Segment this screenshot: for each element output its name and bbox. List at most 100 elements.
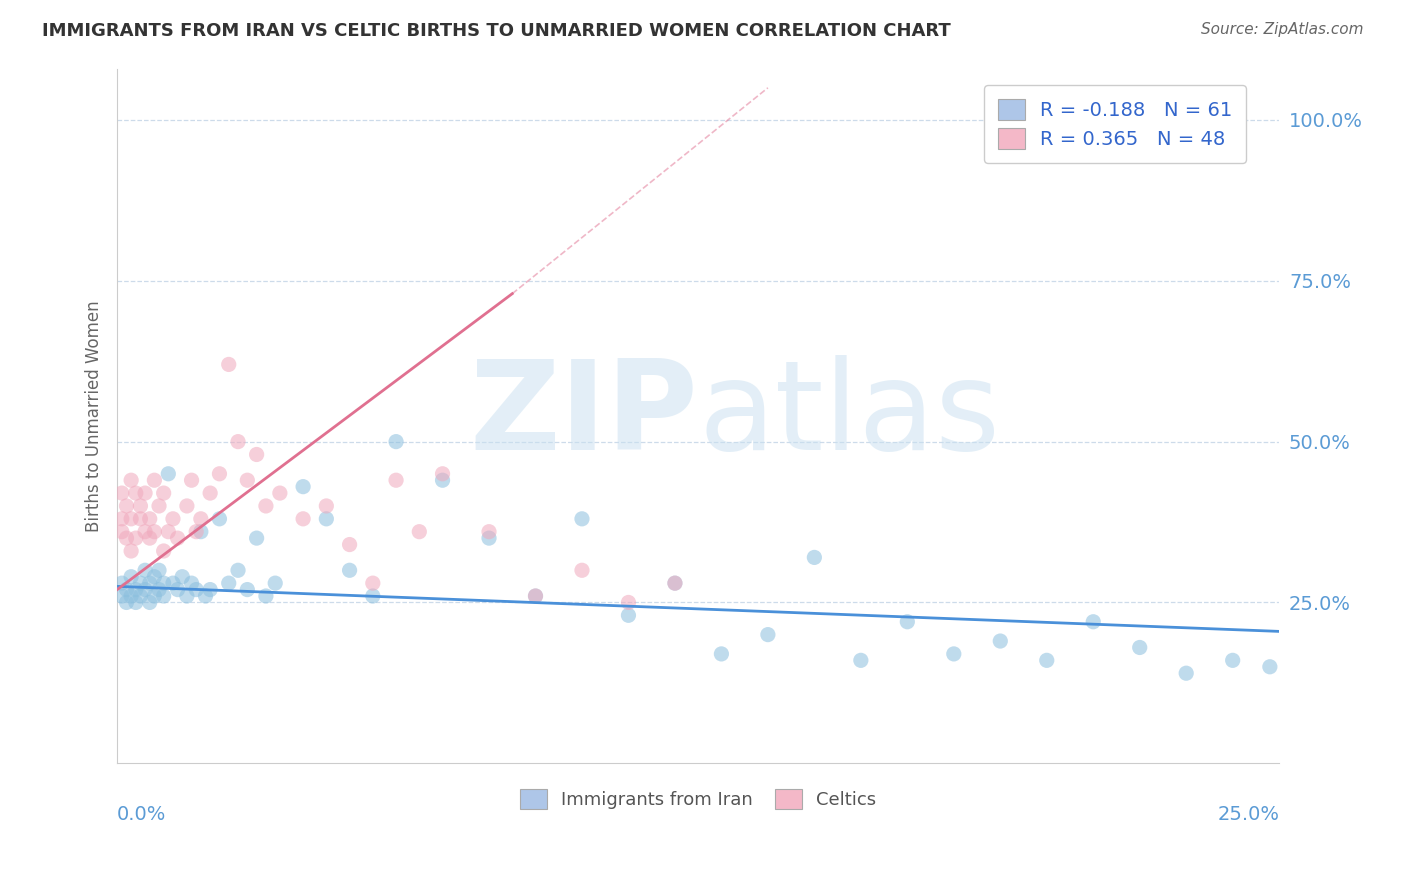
Point <box>478 531 501 545</box>
Point <box>1129 640 1152 655</box>
Point <box>246 448 269 462</box>
Point <box>1222 653 1244 667</box>
Point <box>896 615 918 629</box>
Text: IMMIGRANTS FROM IRAN VS CELTIC BIRTHS TO UNMARRIED WOMEN CORRELATION CHART: IMMIGRANTS FROM IRAN VS CELTIC BIRTHS TO… <box>42 22 950 40</box>
Point <box>143 524 166 539</box>
Point <box>571 512 593 526</box>
Point <box>190 512 212 526</box>
Point <box>152 589 174 603</box>
Point <box>138 576 160 591</box>
Point <box>115 531 138 545</box>
Point <box>1083 615 1105 629</box>
Point <box>134 486 156 500</box>
Point <box>524 589 547 603</box>
Point <box>664 576 686 591</box>
Point <box>148 499 170 513</box>
Point <box>269 486 291 500</box>
Point <box>208 512 231 526</box>
Point <box>849 653 872 667</box>
Point <box>129 512 152 526</box>
Point <box>432 473 454 487</box>
Point <box>111 576 134 591</box>
Point <box>226 434 249 449</box>
Point <box>125 486 148 500</box>
Point <box>180 576 202 591</box>
Point <box>226 563 249 577</box>
Point <box>218 358 240 372</box>
Point <box>254 589 277 603</box>
Point <box>138 595 160 609</box>
Point <box>756 627 779 641</box>
Point <box>120 589 142 603</box>
Point <box>162 512 184 526</box>
Point <box>162 576 184 591</box>
Point <box>198 582 221 597</box>
Point <box>134 563 156 577</box>
Point <box>176 589 198 603</box>
Point <box>120 570 142 584</box>
Point <box>180 473 202 487</box>
Point <box>120 512 142 526</box>
Text: 0.0%: 0.0% <box>117 805 166 824</box>
Point <box>190 524 212 539</box>
Point <box>134 524 156 539</box>
Point <box>292 512 315 526</box>
Point <box>942 647 965 661</box>
Point <box>218 576 240 591</box>
Point <box>111 589 134 603</box>
Point <box>194 589 217 603</box>
Point <box>186 524 208 539</box>
Point <box>120 473 142 487</box>
Point <box>129 499 152 513</box>
Point <box>315 512 337 526</box>
Point <box>129 589 152 603</box>
Point <box>246 531 269 545</box>
Point <box>710 647 733 661</box>
Text: Source: ZipAtlas.com: Source: ZipAtlas.com <box>1201 22 1364 37</box>
Point <box>385 434 408 449</box>
Point <box>432 467 454 481</box>
Point <box>166 531 188 545</box>
Point <box>361 589 384 603</box>
Legend: Immigrants from Iran, Celtics: Immigrants from Iran, Celtics <box>505 775 891 823</box>
Point <box>111 486 134 500</box>
Point <box>152 486 174 500</box>
Point <box>115 499 138 513</box>
Point <box>1175 666 1198 681</box>
Point <box>208 467 231 481</box>
Point <box>111 512 134 526</box>
Point <box>988 634 1011 648</box>
Point <box>292 480 315 494</box>
Point <box>143 473 166 487</box>
Point <box>524 589 547 603</box>
Point <box>198 486 221 500</box>
Point <box>143 589 166 603</box>
Point <box>1035 653 1057 667</box>
Point <box>157 467 180 481</box>
Text: ZIP: ZIP <box>470 355 699 476</box>
Point <box>166 582 188 597</box>
Point <box>172 570 194 584</box>
Point <box>111 524 134 539</box>
Point <box>148 563 170 577</box>
Point <box>186 582 208 597</box>
Text: 25.0%: 25.0% <box>1218 805 1279 824</box>
Y-axis label: Births to Unmarried Women: Births to Unmarried Women <box>86 300 103 532</box>
Point <box>361 576 384 591</box>
Text: atlas: atlas <box>699 355 1000 476</box>
Point <box>254 499 277 513</box>
Point <box>385 473 408 487</box>
Point <box>152 544 174 558</box>
Point <box>120 544 142 558</box>
Point <box>236 473 259 487</box>
Point <box>1258 660 1281 674</box>
Point <box>339 563 361 577</box>
Point <box>115 595 138 609</box>
Point <box>138 531 160 545</box>
Point <box>138 512 160 526</box>
Point <box>664 576 686 591</box>
Point <box>115 582 138 597</box>
Point <box>617 608 640 623</box>
Point <box>125 582 148 597</box>
Point <box>408 524 430 539</box>
